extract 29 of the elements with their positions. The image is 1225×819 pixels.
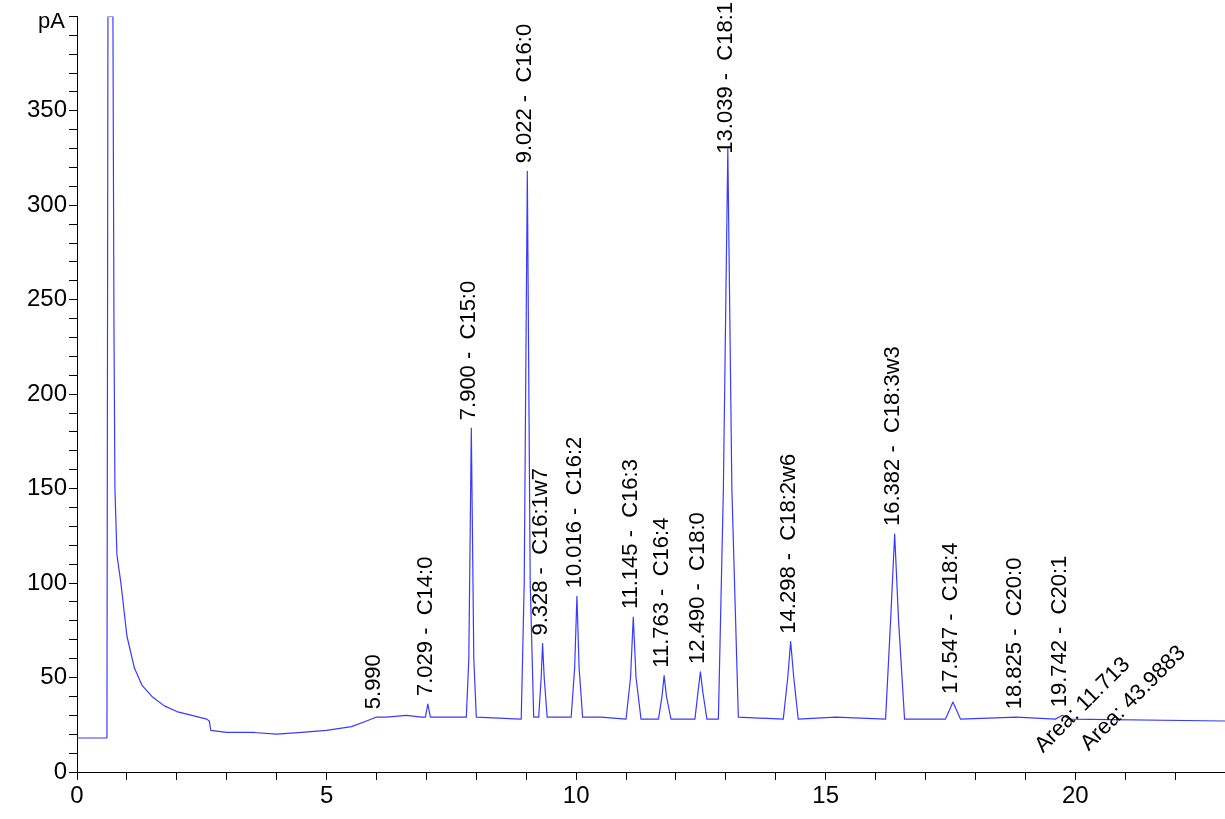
annotation: 12.490 - C18:0 [684,512,710,664]
y-tick-label: 300 [26,189,67,217]
x-tick-label: 5 [319,781,334,809]
annotation: 17.547 - C18:4 [936,542,962,695]
annotation: 13.039 - C18:1 [711,1,737,154]
y-tick-label: 0 [53,756,67,784]
x-tick-label: 20 [1061,781,1089,809]
y-tick-label: 200 [26,378,67,406]
x-tick-label: 10 [562,781,590,809]
y-tick-label: 50 [40,662,67,690]
y-tick-label: 250 [26,284,67,312]
annotation: 16.382 - C18:3w3 [878,346,904,526]
y-axis-title: pA [38,8,66,34]
y-tick-label: 150 [26,473,67,501]
annotation: 10.016 - C16:2 [560,436,586,589]
y-tick-label: 100 [26,567,67,595]
annotation: 9.328 - C16:1w7 [526,468,552,636]
x-tick-label: 15 [812,781,840,809]
annotation: 7.900 - C15:0 [455,280,481,421]
annotation: 9.022 - C16:0 [511,23,537,164]
annotation: 18.825 - C20:0 [1000,557,1026,710]
annotation: 7.029 - C14:0 [411,556,437,696]
annotation: 5.990 [360,654,386,710]
x-tick-label: 0 [70,781,84,809]
annotation: 11.763 - C16:4 [648,517,674,668]
y-tick-label: 350 [26,95,67,123]
annotation: 11.145 - C16:3 [617,459,643,610]
annotation: 19.742 - C20:1 [1046,555,1072,708]
annotation: 14.298 - C18:2w6 [774,453,800,634]
